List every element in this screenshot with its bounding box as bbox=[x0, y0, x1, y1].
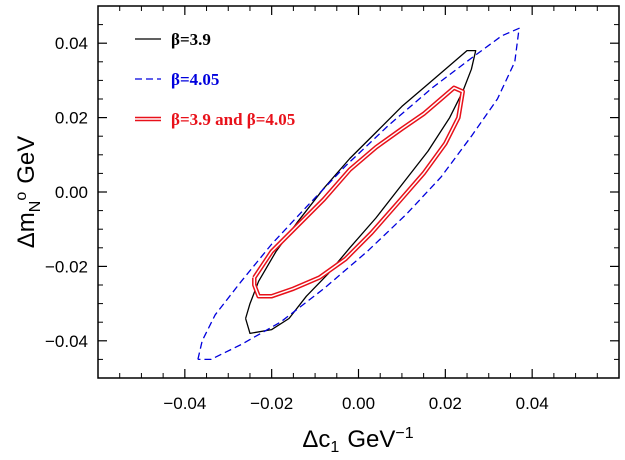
x-tick-label: −0.04 bbox=[163, 394, 206, 413]
x-axis-title-base: Δc bbox=[302, 426, 330, 453]
x-tick-label: 0.04 bbox=[516, 394, 549, 413]
series-3-line-inner bbox=[253, 87, 464, 297]
y-tick-label: 0.00 bbox=[55, 183, 88, 202]
x-axis-title-sup: −1 bbox=[395, 425, 413, 442]
ticks: −0.04 −0.02 0.00 0.02 0.04 −0.04 −0.02 0.00 0.02… bbox=[45, 5, 620, 413]
x-tick-label: 0.00 bbox=[342, 394, 375, 413]
y-axis-title: ΔmNo GeV bbox=[13, 136, 44, 249]
y-tick-label: 0.02 bbox=[55, 109, 88, 128]
legend-item-1-label: β=3.9 bbox=[171, 30, 211, 49]
y-tick-label: −0.04 bbox=[45, 332, 88, 351]
y-axis-title-sub: N bbox=[27, 201, 44, 213]
legend-item-3-label: β=3.9 and β=4.05 bbox=[171, 110, 295, 129]
legend-item-2-label: β=4.05 bbox=[171, 70, 219, 89]
plot-frame bbox=[97, 5, 620, 379]
y-axis-title-sup: o bbox=[13, 192, 30, 201]
series-2-line bbox=[197, 27, 520, 361]
y-tick-label: −0.02 bbox=[45, 257, 88, 276]
x-tick-label: −0.02 bbox=[250, 394, 293, 413]
y-tick-label: 0.04 bbox=[55, 34, 88, 53]
legend: β=3.9 β=4.05 β=3.9 and β=4.05 bbox=[135, 30, 295, 129]
x-tick-label: 0.02 bbox=[429, 394, 462, 413]
x-axis-title-sub: 1 bbox=[330, 439, 339, 456]
y-axis-title-unit: GeV bbox=[13, 136, 40, 184]
series-1-line bbox=[244, 49, 477, 335]
series-layer bbox=[197, 27, 520, 361]
y-axis-title-base: Δm bbox=[13, 212, 40, 248]
x-axis-title-unit: GeV bbox=[347, 426, 395, 453]
x-axis-title: Δc1 GeV−1 bbox=[302, 425, 413, 456]
